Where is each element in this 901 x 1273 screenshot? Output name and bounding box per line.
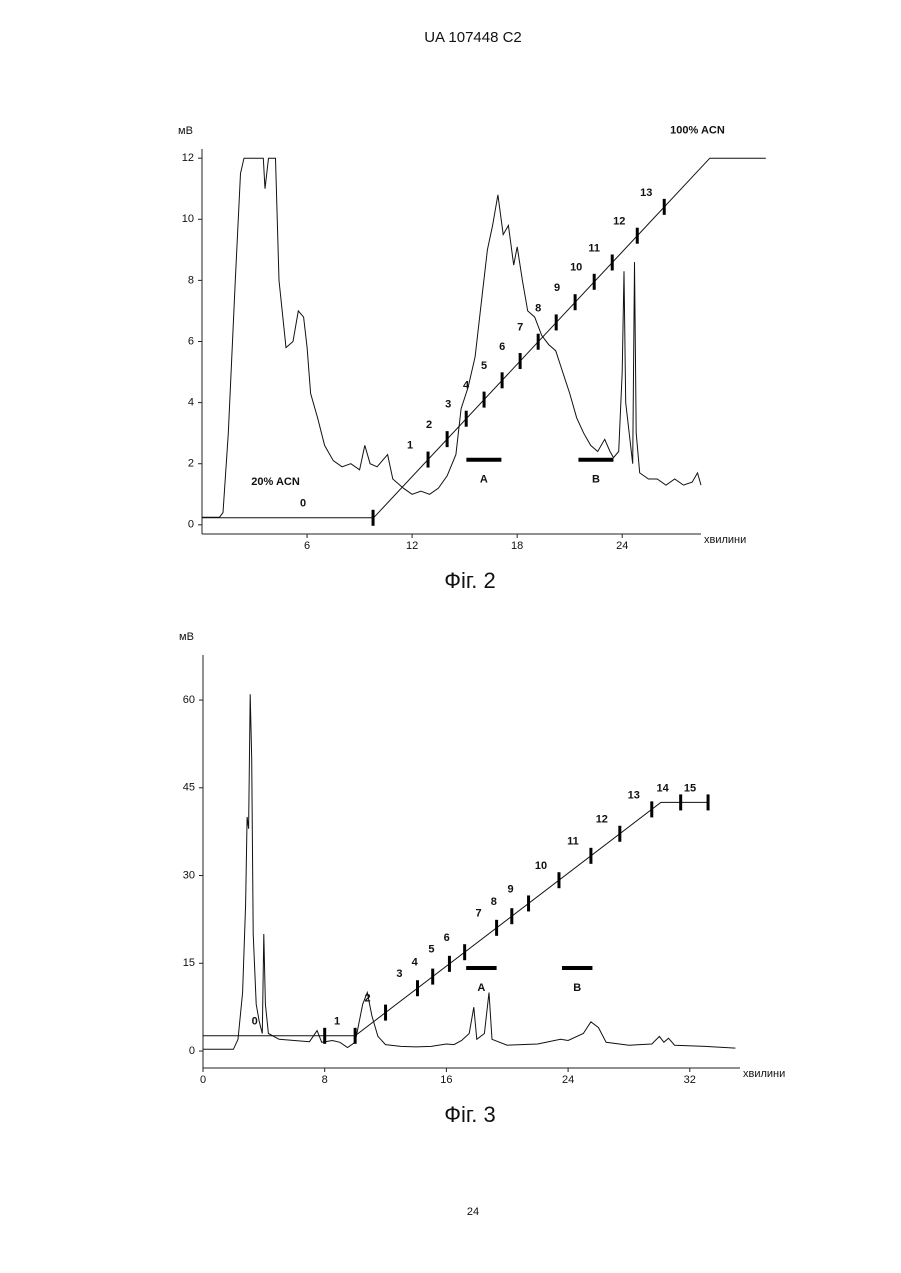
fraction-label: 4	[463, 380, 470, 392]
caption: Фіг. 3	[444, 1102, 495, 1127]
page-number: 24	[467, 1206, 479, 1218]
fraction-label: 13	[628, 789, 640, 801]
fraction-bar-label: A	[477, 982, 485, 994]
y-tick-label: 10	[182, 213, 194, 225]
x-tick-label: 18	[511, 540, 523, 552]
fraction-label: 3	[445, 399, 451, 411]
x-tick-label: 16	[440, 1074, 452, 1086]
y-tick-label: 12	[182, 152, 194, 164]
header: UA 107448 C2	[424, 29, 522, 46]
gradient-line	[202, 158, 766, 518]
caption: Фіг. 2	[444, 568, 495, 593]
x-tick-label: 8	[322, 1074, 328, 1086]
x-tick-label: 12	[406, 540, 418, 552]
fraction-label: 0	[252, 1016, 258, 1028]
x-axis-label: хвилини	[743, 1068, 785, 1080]
y-tick-label: 60	[183, 694, 195, 706]
y-tick-label: 4	[188, 397, 194, 409]
fraction-label: 12	[613, 216, 625, 228]
fraction-label: 9	[507, 883, 513, 895]
y-axis-label: мВ	[178, 125, 193, 137]
y-tick-label: 0	[188, 519, 194, 531]
x-axis-label: хвилини	[704, 534, 746, 546]
y-tick-label: 45	[183, 782, 195, 794]
fraction-label: 1	[334, 1016, 340, 1028]
trace	[203, 694, 735, 1049]
gradient-line	[203, 802, 708, 1035]
fraction-label: 12	[596, 814, 608, 826]
fraction-label: 13	[640, 187, 652, 199]
fraction-label: 0	[300, 498, 306, 510]
x-tick-label: 32	[684, 1074, 696, 1086]
fraction-label: 6	[499, 341, 505, 353]
x-tick-label: 0	[200, 1074, 206, 1086]
fraction-label: 5	[428, 944, 434, 956]
y-tick-label: 30	[183, 869, 195, 881]
fraction-label: 1	[407, 439, 413, 451]
annotation: 100% ACN	[670, 125, 725, 137]
x-tick-label: 24	[562, 1074, 574, 1086]
fraction-label: 15	[684, 782, 696, 794]
trace	[202, 158, 701, 517]
fraction-label: 10	[570, 262, 582, 274]
fraction-label: 9	[554, 282, 560, 294]
fraction-label: 11	[588, 242, 600, 254]
annotation: 20% ACN	[251, 476, 300, 488]
fraction-label: 3	[396, 968, 402, 980]
fraction-label: 5	[481, 360, 487, 372]
page: UA 107448 C2 24 мВхвилини024681012612182…	[0, 0, 901, 1273]
y-tick-label: 2	[188, 458, 194, 470]
x-tick-label: 6	[304, 540, 310, 552]
y-tick-label: 8	[188, 274, 194, 286]
fraction-bar-label: B	[592, 474, 600, 486]
y-tick-label: 15	[183, 957, 195, 969]
fraction-bar-label: B	[573, 982, 581, 994]
fraction-label: 8	[535, 302, 541, 314]
fraction-label: 4	[412, 957, 419, 969]
x-tick-label: 24	[616, 540, 628, 552]
fraction-label: 7	[476, 908, 482, 920]
y-tick-label: 0	[189, 1045, 195, 1057]
fraction-label: 14	[657, 782, 670, 794]
y-axis-label: мВ	[179, 631, 194, 643]
fraction-label: 8	[491, 896, 497, 908]
fraction-bar-label: A	[480, 474, 488, 486]
fraction-label: 11	[567, 836, 579, 848]
fraction-label: 2	[426, 419, 432, 431]
fraction-label: 6	[444, 932, 450, 944]
fraction-label: 7	[517, 322, 523, 334]
fraction-label: 10	[535, 860, 547, 872]
y-tick-label: 6	[188, 335, 194, 347]
fraction-label: 2	[364, 993, 370, 1005]
